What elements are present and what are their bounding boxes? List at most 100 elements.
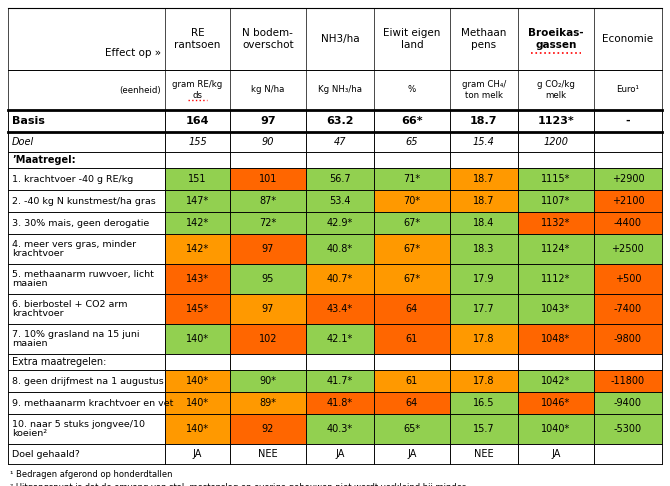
Text: 1107*: 1107*	[541, 196, 571, 206]
Bar	[230, 294, 306, 324]
Bar	[594, 294, 662, 324]
Bar	[450, 414, 518, 444]
Bar	[594, 414, 662, 444]
Text: 41.8*: 41.8*	[327, 398, 353, 408]
Text: 1. krachtvoer -40 g RE/kg: 1. krachtvoer -40 g RE/kg	[12, 174, 133, 184]
Text: 5. methaanarm ruwvoer, licht
maaien: 5. methaanarm ruwvoer, licht maaien	[12, 270, 154, 288]
Text: 1042*: 1042*	[541, 376, 571, 386]
Bar	[306, 414, 374, 444]
Text: 61: 61	[406, 376, 418, 386]
Text: 4. meer vers gras, minder
krachtvoer: 4. meer vers gras, minder krachtvoer	[12, 240, 136, 259]
Bar	[518, 212, 594, 234]
Text: 1048*: 1048*	[541, 334, 571, 344]
Bar	[374, 152, 450, 168]
Bar	[230, 392, 306, 414]
Text: Extra maatregelen:: Extra maatregelen:	[12, 357, 107, 367]
Bar	[165, 264, 230, 294]
Text: RE
rantsoen: RE rantsoen	[174, 28, 220, 50]
Text: +2100: +2100	[612, 196, 644, 206]
Bar	[374, 212, 450, 234]
Bar	[518, 444, 594, 464]
Bar	[518, 264, 594, 294]
Bar	[374, 168, 450, 190]
Text: Economie: Economie	[602, 34, 653, 44]
Text: Eiwit eigen
land: Eiwit eigen land	[383, 28, 441, 50]
Bar	[594, 354, 662, 370]
Bar	[374, 444, 450, 464]
Text: 97: 97	[262, 244, 274, 254]
Bar	[594, 370, 662, 392]
Bar	[306, 264, 374, 294]
Bar	[8, 132, 165, 152]
Bar	[450, 444, 518, 464]
Text: Broeikas-
gassen: Broeikas- gassen	[528, 28, 584, 50]
Text: ’Maatregel:: ’Maatregel:	[12, 155, 76, 165]
Bar	[594, 132, 662, 152]
Bar	[594, 444, 662, 464]
Bar	[306, 132, 374, 152]
Text: 151: 151	[188, 174, 207, 184]
Bar	[450, 324, 518, 354]
Text: JA: JA	[335, 449, 344, 459]
Bar	[518, 324, 594, 354]
Text: NEE: NEE	[258, 449, 277, 459]
Text: 15.4: 15.4	[473, 137, 495, 147]
Bar	[518, 392, 594, 414]
Text: -11800: -11800	[611, 376, 645, 386]
Text: 71*: 71*	[403, 174, 421, 184]
Bar	[450, 370, 518, 392]
Text: 8. geen drijfmest na 1 augustus: 8. geen drijfmest na 1 augustus	[12, 377, 163, 385]
Text: JA: JA	[407, 449, 417, 459]
Bar	[518, 132, 594, 152]
Bar	[450, 190, 518, 212]
Bar	[230, 190, 306, 212]
Text: -4400: -4400	[614, 218, 642, 228]
Bar	[306, 444, 374, 464]
Text: 9. methaanarm krachtvoer en vet: 9. methaanarm krachtvoer en vet	[12, 399, 174, 407]
Text: Basis: Basis	[12, 116, 45, 126]
Bar	[165, 414, 230, 444]
Text: ¹ Bedragen afgerond op honderdtallen: ¹ Bedragen afgerond op honderdtallen	[10, 470, 172, 479]
Text: 90*: 90*	[259, 376, 276, 386]
Bar	[374, 370, 450, 392]
Bar	[450, 354, 518, 370]
Text: kg N/ha: kg N/ha	[251, 86, 285, 94]
Text: 97: 97	[262, 304, 274, 314]
Text: 18.7: 18.7	[473, 196, 494, 206]
Bar	[306, 294, 374, 324]
Bar	[306, 392, 374, 414]
Bar	[8, 324, 165, 354]
Text: 142*: 142*	[186, 218, 209, 228]
Text: 1200: 1200	[543, 137, 568, 147]
Text: 17.7: 17.7	[473, 304, 494, 314]
Text: 1124*: 1124*	[541, 244, 571, 254]
Bar	[230, 414, 306, 444]
Text: 70*: 70*	[403, 196, 421, 206]
Bar	[8, 444, 165, 464]
Text: %: %	[408, 86, 416, 94]
Text: -5300: -5300	[614, 424, 642, 434]
Bar	[8, 370, 165, 392]
Bar	[306, 190, 374, 212]
Text: 17.9: 17.9	[473, 274, 494, 284]
Bar	[518, 354, 594, 370]
Text: 40.3*: 40.3*	[327, 424, 353, 434]
Bar	[165, 294, 230, 324]
Bar	[165, 392, 230, 414]
Text: 90: 90	[261, 137, 274, 147]
Bar	[450, 234, 518, 264]
Bar	[230, 234, 306, 264]
Text: 17.8: 17.8	[473, 376, 494, 386]
Bar	[165, 444, 230, 464]
Bar	[374, 132, 450, 152]
Text: 155: 155	[188, 137, 207, 147]
Bar	[230, 264, 306, 294]
Bar	[165, 324, 230, 354]
Text: NEE: NEE	[474, 449, 494, 459]
Bar	[8, 70, 662, 110]
Bar	[8, 190, 165, 212]
Bar	[306, 212, 374, 234]
Text: 140*: 140*	[186, 398, 209, 408]
Text: +2500: +2500	[612, 244, 645, 254]
Bar	[8, 152, 165, 168]
